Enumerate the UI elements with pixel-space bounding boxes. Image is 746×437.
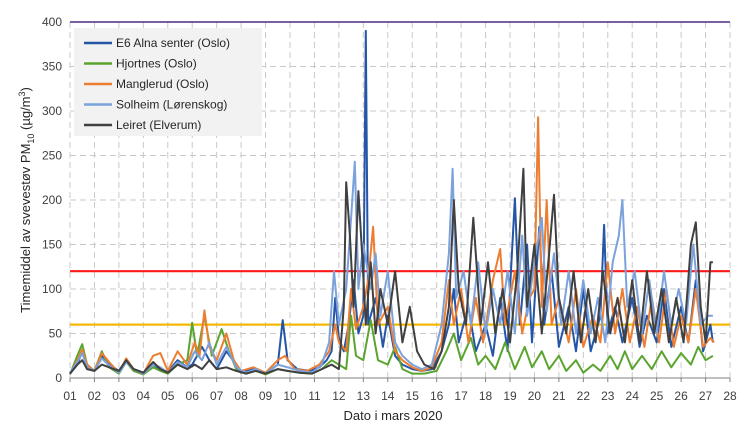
y-axis-title: Timemiddel av svevestøv PM10 (µg/m3): [17, 87, 36, 313]
x-tick-label: 17: [454, 389, 468, 403]
x-tick-label: 15: [406, 389, 420, 403]
x-tick-label: 01: [63, 389, 77, 403]
x-tick-label: 21: [552, 389, 566, 403]
x-tick-label: 12: [332, 389, 346, 403]
y-tick-label: 250: [42, 149, 62, 163]
legend-box: [74, 28, 262, 136]
x-tick-label: 03: [112, 389, 126, 403]
x-tick-label: 02: [88, 389, 102, 403]
y-tick-label: 200: [42, 193, 62, 207]
y-axis-title-unit-end: ): [18, 87, 33, 91]
x-tick-label: 04: [137, 389, 151, 403]
y-tick-label: 100: [42, 282, 62, 296]
legend-label: Leiret (Elverum): [116, 118, 201, 132]
series-line-5: [69, 167, 713, 375]
x-tick-label: 27: [699, 389, 713, 403]
y-tick-labels: 0 50 100 150 200 250 300 350 400: [42, 15, 62, 385]
legend-label: E6 Alna senter (Oslo): [116, 36, 230, 50]
y-tick-label: 300: [42, 104, 62, 118]
x-axis-title: Dato i mars 2020: [344, 408, 443, 423]
legend-label: Manglerud (Oslo): [116, 77, 209, 91]
x-tick-label: 26: [674, 389, 688, 403]
series-line-4: [69, 160, 713, 375]
series-line-3: [69, 116, 715, 375]
y-axis-title-subscript: 10: [26, 134, 36, 144]
x-tick-label: 10: [283, 389, 297, 403]
x-tick-label: 28: [723, 389, 737, 403]
x-tick-label: 22: [577, 389, 591, 403]
y-tick-label: 350: [42, 60, 62, 74]
x-tick-label: 13: [357, 389, 371, 403]
y-tick-label: 0: [55, 371, 62, 385]
y-axis-title-superscript: 3: [17, 91, 27, 96]
x-tick-label: 09: [259, 389, 273, 403]
x-tick-labels: 01 02 03 04 05 06 07 08 09 10 11 12 13 14 15 16 17 18 19 20…: [63, 389, 737, 403]
x-tick-label: 08: [234, 389, 248, 403]
x-tick-label: 16: [430, 389, 444, 403]
x-tick-label: 20: [528, 389, 542, 403]
y-tick-label: 400: [42, 15, 62, 29]
legend: E6 Alna senter (Oslo) Hjortnes (Oslo) Mang…: [74, 28, 262, 136]
x-tick-label: 14: [381, 389, 395, 403]
x-tick-label: 25: [650, 389, 664, 403]
y-axis-title-unit: (µg/m: [18, 96, 33, 133]
y-tick-label: 50: [49, 327, 63, 341]
x-tick-label: 06: [186, 389, 200, 403]
x-tick-label: 18: [479, 389, 493, 403]
series-line-2: [69, 314, 714, 376]
x-tick-label: 24: [626, 389, 640, 403]
y-tick-label: 150: [42, 238, 62, 252]
x-tick-label: 23: [601, 389, 615, 403]
x-tick-label: 05: [161, 389, 175, 403]
legend-label: Hjortnes (Oslo): [116, 57, 197, 71]
y-axis-title-main: Timemiddel av svevestøv PM: [18, 144, 33, 313]
x-tick-label: 19: [503, 389, 517, 403]
series-group: [69, 29, 715, 376]
x-tick-label: 11: [308, 389, 321, 403]
x-tick-label: 07: [210, 389, 224, 403]
legend-label: Solheim (Lørenskog): [116, 98, 227, 112]
